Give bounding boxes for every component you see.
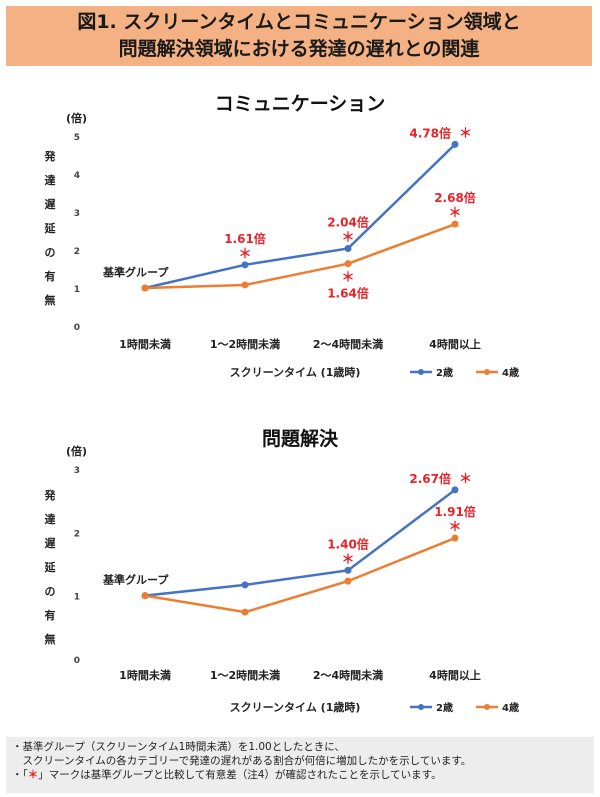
figure-title-line2: 問題解決領域における発達の遅れとの関連	[118, 38, 480, 60]
significance-star-icon: ＊	[341, 271, 354, 286]
y-tick-label: 1	[74, 593, 80, 603]
y-tick-label: 3	[74, 209, 80, 219]
series-line	[144, 536, 456, 614]
figure-title-line1: 図1. スクリーンタイムとコミュニケーション領域と	[77, 11, 521, 33]
y-axis-label-char: 遅	[45, 537, 56, 550]
y-tick-label: 2	[74, 529, 80, 539]
y-unit-label: (倍)	[66, 111, 87, 125]
y-axis-label-char: 発	[44, 149, 57, 163]
legend-marker	[484, 704, 490, 710]
significance-star-icon: ＊	[238, 247, 251, 262]
x-tick-label: 2～4時間未満	[313, 337, 383, 351]
significance-star-icon: ＊	[448, 206, 461, 221]
title-banner: 図1. スクリーンタイムとコミュニケーション領域と 問題解決領域における発達の遅…	[6, 6, 592, 66]
y-tick-label: 2	[74, 247, 80, 257]
note-line-3: ・「＊」マークは基準グループと比較して有意差（注4）が確認されたことを示していま…	[12, 768, 588, 782]
y-axis-label-char: 達	[45, 173, 56, 187]
data-point	[241, 608, 249, 616]
series-line	[144, 143, 456, 290]
data-point	[344, 566, 352, 574]
x-tick-label: 4時間以上	[429, 337, 481, 351]
significance-star-icon: ＊	[341, 552, 354, 567]
significance-star-icon: ＊	[27, 769, 39, 781]
data-label: 1.40倍	[327, 536, 369, 551]
data-label: 2.04倍	[327, 214, 369, 229]
data-label: 2.68倍	[434, 190, 476, 205]
data-label: 2.67倍	[409, 471, 451, 486]
data-label: 1.64倍	[327, 286, 369, 301]
x-tick-label: 1～2時間未満	[210, 668, 280, 682]
y-axis-label-char: の	[45, 585, 56, 598]
data-point	[241, 581, 249, 589]
chart-title: 問題解決	[262, 427, 339, 450]
y-axis-label-char: の	[45, 246, 56, 259]
data-point	[141, 284, 149, 292]
y-tick-label: 0	[74, 323, 80, 333]
x-axis-title: スクリーンタイム (1歳時)	[230, 365, 361, 379]
y-axis-label-char: 有	[45, 269, 56, 283]
y-axis-label-char: 延	[44, 560, 57, 574]
x-axis-title: スクリーンタイム (1歳時)	[230, 700, 361, 714]
legend-label: 2歳	[436, 701, 453, 714]
legend-marker	[418, 704, 424, 710]
data-point	[344, 260, 352, 268]
data-point	[451, 140, 459, 148]
note-line-1: ・基準グループ（スクリーンタイム1時間未満）を1.00としたときに、	[12, 741, 345, 753]
y-tick-label: 1	[74, 285, 80, 295]
y-axis-label-char: 延	[44, 221, 57, 235]
legend-marker	[418, 369, 424, 375]
baseline-group-label: 基準グループ	[102, 265, 169, 279]
data-point	[141, 592, 149, 600]
y-axis-label-char: 無	[45, 293, 56, 307]
data-label: 1.61倍	[224, 231, 266, 246]
y-tick-label: 3	[74, 466, 80, 476]
baseline-group-label: 基準グループ	[102, 573, 169, 587]
data-point	[241, 261, 249, 269]
y-axis-label-char: 発	[44, 488, 57, 502]
series-line	[144, 222, 456, 290]
legend-label: 2歳	[436, 366, 453, 379]
y-axis-label-char: 無	[45, 632, 56, 646]
y-axis-label-char: 達	[45, 512, 56, 526]
note-line-3-start: ・「	[12, 769, 28, 781]
data-label: 1.91倍	[434, 504, 476, 519]
x-tick-label: 4時間以上	[429, 668, 481, 682]
legend-label: 4歳	[502, 366, 519, 379]
data-label: 4.78倍	[409, 125, 451, 140]
y-tick-label: 5	[74, 133, 80, 143]
note-line-3-end: 」マークは基準グループと比較して有意差（注4）が確認されたことを示しています。	[38, 769, 442, 781]
y-tick-label: 0	[74, 656, 80, 666]
y-tick-label: 4	[74, 171, 80, 181]
data-point	[451, 534, 459, 542]
data-point	[344, 244, 352, 252]
significance-star-icon: ＊	[341, 230, 354, 245]
note-line-2: スクリーンタイムの各カテゴリーで発達の遅れがある割合が何倍に増加したかを示してい…	[12, 755, 472, 767]
x-tick-label: 1～2時間未満	[210, 337, 280, 351]
significance-star-icon: ＊	[459, 126, 472, 141]
data-point	[241, 281, 249, 289]
footnotes: ・基準グループ（スクリーンタイム1時間未満）を1.00としたときに、 スクリーン…	[6, 737, 594, 793]
data-point	[451, 220, 459, 228]
series-line	[144, 488, 456, 597]
y-unit-label: (倍)	[66, 444, 87, 458]
x-tick-label: 1時間未満	[119, 668, 171, 682]
legend-label: 4歳	[502, 701, 519, 714]
y-axis-label-char: 遅	[45, 198, 56, 211]
significance-star-icon: ＊	[459, 472, 472, 487]
chart-title: コミュニケーション	[215, 93, 386, 115]
legend-marker	[484, 369, 490, 375]
significance-star-icon: ＊	[448, 520, 461, 535]
y-axis-label-char: 有	[45, 608, 56, 622]
data-point	[344, 577, 352, 585]
x-tick-label: 1時間未満	[119, 337, 171, 351]
x-tick-label: 2～4時間未満	[313, 668, 383, 682]
data-point	[451, 486, 459, 494]
